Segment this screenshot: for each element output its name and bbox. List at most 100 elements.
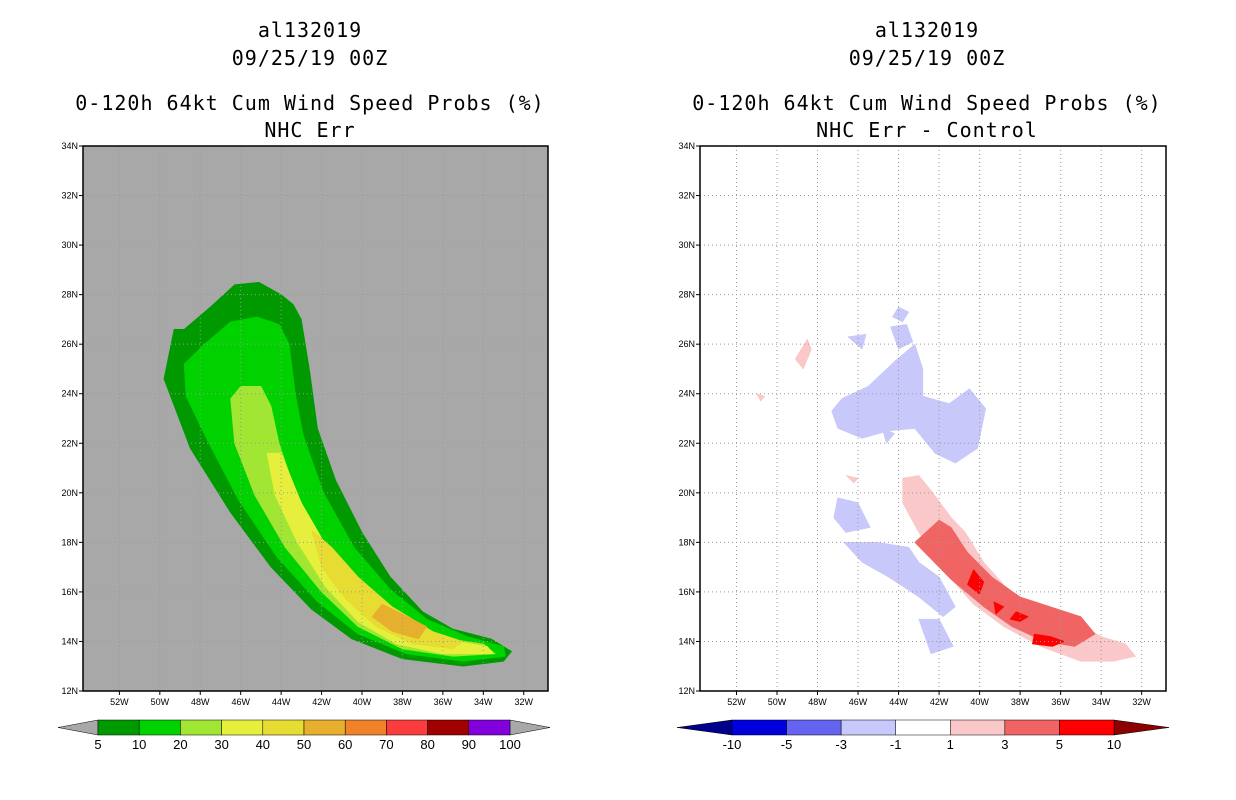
left-colorbar-swatch-7 (386, 719, 428, 736)
right-colorbar-swatch-5 (1004, 719, 1060, 736)
right-ytick-label-16N: 16N (678, 587, 695, 597)
right-ytick-label-34N: 34N (678, 141, 695, 151)
right-datetime: 09/25/19 00Z (848, 46, 1006, 70)
left-ytick-label-20N: 20N (61, 488, 78, 498)
left-colorbar-label-8: 80 (420, 737, 434, 752)
right-ytick-label-28N: 28N (678, 290, 695, 300)
left-xtick-label-42W: 42W (312, 697, 331, 707)
left-xtick-label-44W: 44W (272, 697, 291, 707)
right-xtick-label-38W: 38W (1011, 697, 1030, 707)
right-contours (756, 306, 1136, 662)
left-xtick-label-36W: 36W (434, 697, 453, 707)
left-ytick-label-24N: 24N (61, 389, 78, 399)
left-plot-frame (82, 145, 549, 692)
left-ytick-label-26N: 26N (61, 339, 78, 349)
right-xtick-label-46W: 46W (849, 697, 868, 707)
left-xtick-label-38W: 38W (393, 697, 412, 707)
right-contour-10 (845, 475, 859, 484)
right-storm-id: al132019 (874, 18, 980, 42)
left-plot: 52W 50W 48W 46W 44W 42W 40W 38W 36W 34W 32W 12N 14N 1… (57, 141, 551, 752)
left-colorbar-label-7: 70 (379, 737, 393, 752)
right-contour-11 (756, 393, 766, 402)
left-colorbar-label-10: 100 (499, 737, 521, 752)
right-xtick-label-48W: 48W (808, 697, 827, 707)
right-contour-2 (843, 542, 956, 618)
right-contour-9 (794, 338, 812, 370)
right-colorbar-label-3: -1 (890, 737, 902, 752)
left-ytick-label-12N: 12N (61, 686, 78, 696)
right-contour-3 (918, 618, 954, 655)
right-xtick-label-36W: 36W (1051, 697, 1070, 707)
right-colorbar-swatch-1 (786, 719, 842, 736)
right-colorbar-label-7: 10 (1107, 737, 1121, 752)
left-xtick-label-52W: 52W (110, 697, 129, 707)
left-chart-subtitle: NHC Err (264, 118, 356, 142)
left-colorbar-label-3: 30 (214, 737, 228, 752)
right-contour-15 (1009, 611, 1029, 622)
right-xtick-label-32W: 32W (1132, 697, 1151, 707)
right-xtick-label-40W: 40W (970, 697, 989, 707)
left-colorbar-high-arrow (509, 719, 551, 736)
right-ytick-label-14N: 14N (678, 636, 695, 646)
right-ytick-label-12N: 12N (678, 686, 695, 696)
right-contour-5 (847, 333, 867, 350)
right-colorbar-swatch-4 (950, 719, 1006, 736)
right-colorbar-swatch-2 (840, 719, 896, 736)
left-ytick-label-18N: 18N (61, 537, 78, 547)
right-xtick-label-44W: 44W (889, 697, 908, 707)
left-ytick-label-30N: 30N (61, 240, 78, 250)
left-colorbar-swatch-6 (344, 719, 387, 736)
left-colorbar-swatch-3 (221, 719, 264, 736)
left-xtick-label-40W: 40W (353, 697, 372, 707)
left-colorbar-swatch-4 (262, 719, 305, 736)
left-colorbar-label-6: 60 (338, 737, 352, 752)
right-ytick-label-18N: 18N (678, 537, 695, 547)
left-colorbar-swatch-1 (138, 719, 181, 736)
right-contour-12 (914, 519, 1096, 647)
left-ytick-label-28N: 28N (61, 290, 78, 300)
right-colorbar-swatch-6 (1059, 719, 1115, 736)
right-contour-6 (892, 306, 910, 323)
left-colorbar-swatch-2 (180, 719, 222, 736)
right-chart-subtitle: NHC Err - Control (816, 118, 1038, 142)
right-plot: 52W 50W 48W 46W 44W 42W 40W 38W 36W 34W 32W 12N 14N 1… (676, 141, 1170, 752)
left-storm-id: al132019 (257, 18, 363, 42)
left-colorbar-swatch-8 (427, 719, 470, 736)
left-colorbar: 5 10 20 30 40 50 60 70 80 90 100 (57, 719, 551, 752)
right-colorbar-low-arrow (676, 719, 733, 736)
right-colorbar-label-1: -5 (781, 737, 793, 752)
right-ytick-label-26N: 26N (678, 339, 695, 349)
left-colorbar-low-arrow (57, 719, 99, 736)
right-gridlines (700, 146, 1166, 691)
right-xtick-label-50W: 50W (768, 697, 787, 707)
right-ytick-label-20N: 20N (678, 488, 695, 498)
left-ytick-label-32N: 32N (61, 191, 78, 201)
right-colorbar-label-0: -10 (723, 737, 742, 752)
right-ytick-label-24N: 24N (678, 389, 695, 399)
right-xtick-label-34W: 34W (1092, 697, 1111, 707)
right-colorbar-swatch-3 (895, 719, 951, 736)
right-colorbar-label-2: -3 (835, 737, 847, 752)
right-plot-frame (699, 145, 1167, 692)
left-colorbar-label-2: 20 (173, 737, 187, 752)
right-chart-title: 0-120h 64kt Cum Wind Speed Probs (%) (692, 91, 1162, 115)
right-colorbar-high-arrow (1113, 719, 1170, 736)
left-gridlines (83, 146, 548, 691)
left-ytick-label-14N: 14N (61, 636, 78, 646)
right-contour-4 (890, 324, 914, 350)
right-ytick-label-30N: 30N (678, 240, 695, 250)
right-xtick-label-42W: 42W (930, 697, 949, 707)
left-datetime: 09/25/19 00Z (231, 46, 389, 70)
left-colorbar-swatch-0 (97, 719, 140, 736)
left-colorbar-label-5: 50 (297, 737, 311, 752)
right-contour-16 (1032, 633, 1065, 647)
left-colorbar-swatch-9 (468, 719, 511, 736)
right-colorbar-label-6: 5 (1056, 737, 1063, 752)
right-colorbar: -10 -5 -3 -1 1 3 5 10 (676, 719, 1170, 752)
right-colorbar-swatch-0 (731, 719, 787, 736)
left-xtick-label-46W: 46W (231, 697, 250, 707)
left-xtick-label-34W: 34W (474, 697, 493, 707)
left-xtick-label-50W: 50W (151, 697, 170, 707)
left-colorbar-label-4: 40 (256, 737, 270, 752)
